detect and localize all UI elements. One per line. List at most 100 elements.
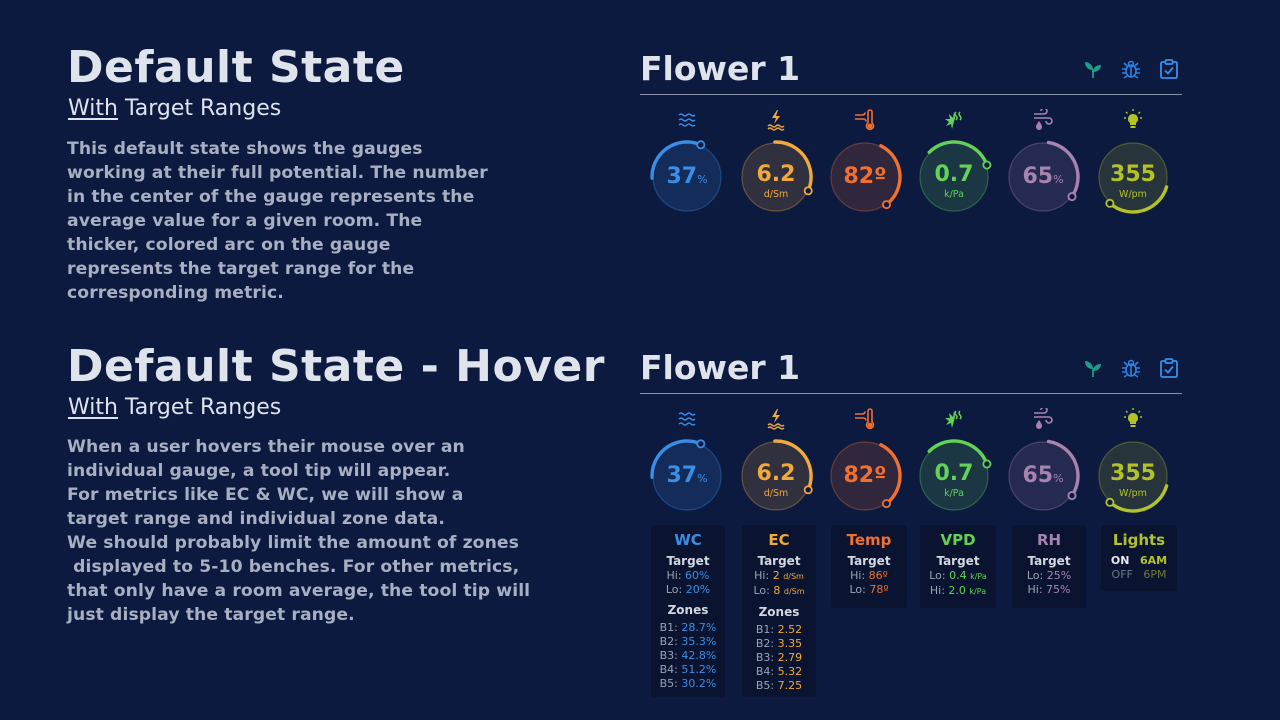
- gauge-indicator: [803, 186, 813, 196]
- tooltip-wc: WC Target Hi: 60% Lo: 20% Zones B1: 28.7…: [651, 525, 725, 697]
- tooltip-zone-list: B1: 28.7% B2: 35.3% B3: 42.8% B4: 51.2% …: [651, 621, 725, 691]
- tooltip-lights: Lights ON 6AM OFF 6PM: [1101, 525, 1177, 591]
- zone-value: 7.25: [777, 679, 803, 692]
- gauge-unit: W/pm: [1119, 189, 1147, 200]
- gauge-ring: [917, 140, 992, 214]
- gauge-lights[interactable]: 355 W/pm: [1094, 437, 1172, 515]
- tooltip-lo: Lo: 0.4 k/Pa: [920, 569, 996, 584]
- gauge-temp[interactable]: 82º: [826, 138, 904, 216]
- hi-label: Hi:: [1027, 583, 1047, 596]
- gauge-number: 37: [666, 164, 698, 189]
- section-description-hover: When a user hovers their mouse over an i…: [67, 435, 530, 627]
- water-waves-icon: [676, 408, 698, 430]
- gauge-lights[interactable]: 355 W/pm: [1094, 138, 1172, 216]
- gauge-target-arc: [828, 439, 902, 513]
- humidity-icon: [1032, 408, 1054, 430]
- off-value: 6PM: [1143, 568, 1167, 581]
- panel-actions: [1082, 357, 1180, 379]
- zone-row: B3: 42.8%: [651, 649, 725, 663]
- zone-label: B1:: [659, 621, 682, 634]
- seedling-icon[interactable]: [1082, 357, 1104, 379]
- gauge-target-arc: [650, 439, 724, 513]
- gauge-indicator: [696, 439, 706, 449]
- gauge-number: 65: [1022, 164, 1054, 189]
- gauge-number: 0.7: [934, 162, 974, 187]
- tooltip-lo: Lo: 78º: [831, 583, 907, 597]
- clipboard-check-icon[interactable]: [1158, 58, 1180, 80]
- tooltip-title: EC: [768, 531, 790, 549]
- lo-label: Lo:: [929, 569, 950, 582]
- description-line: individual gauge, a tool tip will appear…: [67, 461, 451, 481]
- lightbulb-icon: [1122, 408, 1144, 430]
- zone-value: 2.79: [777, 651, 803, 664]
- description-line: target range and individual zone data.: [67, 509, 445, 529]
- tooltip-title: Temp: [846, 531, 892, 549]
- section-subtitle-hover: With Target Ranges: [68, 397, 281, 419]
- gauge-unit: d/Sm: [763, 488, 789, 499]
- tooltip-title: Lights: [1112, 531, 1166, 549]
- gauge-wc[interactable]: 37%: [648, 138, 726, 216]
- zone-row: B4: 5.32: [742, 665, 816, 679]
- bug-icon[interactable]: [1120, 357, 1142, 379]
- gauge-number: 37: [666, 463, 698, 488]
- gauge-ring: [828, 439, 902, 513]
- gauge-target-arc: [739, 140, 813, 214]
- tooltip-lo: Lo: 25%: [1012, 569, 1086, 583]
- zone-label: B2:: [755, 637, 778, 650]
- gauge-vpd[interactable]: 0.7 k/Pa: [915, 138, 993, 216]
- tooltip-target-label: Target: [847, 554, 891, 568]
- leaf-heat-icon: [943, 109, 965, 131]
- zone-label: B5:: [755, 679, 778, 692]
- zone-label: B4:: [659, 663, 682, 676]
- description-line: When a user hovers their mouse over an: [67, 437, 465, 457]
- gauge-indicator: [882, 200, 892, 210]
- gauge-value: 37%: [648, 166, 726, 188]
- panel-divider: [640, 393, 1182, 394]
- gauge-rh[interactable]: 65%: [1004, 437, 1082, 515]
- gauge-ec[interactable]: 6.2 d/Sm: [737, 138, 815, 216]
- tooltip-title: WC: [674, 531, 702, 549]
- lo-value: 20%: [685, 583, 711, 596]
- gauge-vpd[interactable]: 0.7 k/Pa: [915, 437, 993, 515]
- gauge-wc[interactable]: 37%: [648, 437, 726, 515]
- lo-label: Lo:: [849, 583, 870, 596]
- zone-label: B3:: [755, 651, 778, 664]
- tooltip-lo: Lo: 20%: [651, 583, 725, 597]
- clipboard-check-icon[interactable]: [1158, 357, 1180, 379]
- gauge-ring: [1006, 439, 1080, 513]
- gauge-number: 6.2: [756, 162, 796, 187]
- gauge-temp[interactable]: 82º: [826, 437, 904, 515]
- tooltip-target-label: Target: [666, 554, 710, 568]
- tooltip-vpd: VPD Target Lo: 0.4 k/Pa Hi: 2.0 k/Pa: [920, 525, 996, 608]
- bug-icon[interactable]: [1120, 58, 1142, 80]
- zone-value: 3.35: [777, 637, 803, 650]
- lo-unit: k/Pa: [970, 572, 987, 581]
- gauge-ring: [739, 439, 813, 513]
- gauge-number: 0.7: [934, 461, 974, 486]
- gauge-target-arc: [1096, 140, 1170, 214]
- gauge-value: 355: [1094, 463, 1172, 485]
- lo-value: 0.4: [949, 569, 967, 582]
- zone-value: 51.2%: [681, 663, 717, 676]
- seedling-icon[interactable]: [1082, 58, 1104, 80]
- tooltip-on: ON 6AM: [1101, 554, 1177, 568]
- zone-label: B3:: [659, 649, 682, 662]
- gauge-value: 37%: [648, 465, 726, 487]
- description-line: displayed to 5-10 benches. For other met…: [67, 557, 520, 577]
- water-waves-icon: [676, 109, 698, 131]
- zone-row: B1: 28.7%: [651, 621, 725, 635]
- tooltip-target-label: Target: [936, 554, 980, 568]
- electric-water-icon: [765, 109, 787, 131]
- description-line: just display the target range.: [67, 605, 355, 625]
- gauge-number: 82º: [843, 164, 887, 189]
- gauge-ec[interactable]: 6.2 d/Sm: [737, 437, 815, 515]
- tooltip-off: OFF 6PM: [1101, 568, 1177, 582]
- description-line: For metrics like EC & WC, we will show a: [67, 485, 464, 505]
- zone-row: B2: 3.35: [742, 637, 816, 651]
- gauge-number: 355: [1110, 461, 1156, 486]
- gauge-unit: k/Pa: [944, 189, 964, 200]
- tooltip-hi: Hi: 75%: [1012, 583, 1086, 597]
- zone-row: B5: 7.25: [742, 679, 816, 693]
- gauge-indicator: [696, 140, 706, 150]
- gauge-rh[interactable]: 65%: [1004, 138, 1082, 216]
